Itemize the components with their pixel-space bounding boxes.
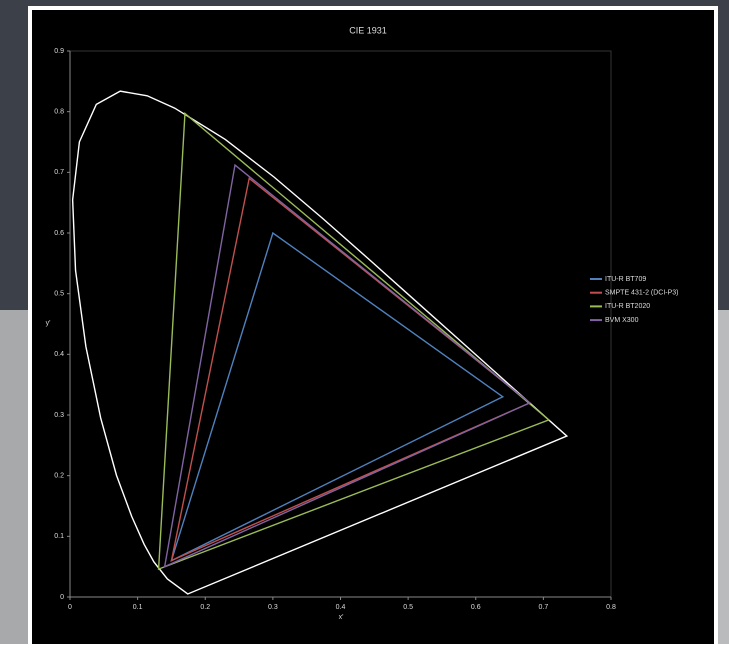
legend-label: ITU-R BT709 xyxy=(605,276,646,283)
y-tick-label: 0.8 xyxy=(54,109,64,116)
x-tick-label: 0.6 xyxy=(471,604,481,611)
x-tick-label: 0.8 xyxy=(606,604,616,611)
x-axis-label: x' xyxy=(339,614,344,621)
x-tick-label: 0.7 xyxy=(539,604,549,611)
x-tick-label: 0.4 xyxy=(336,604,346,611)
chart-title: CIE 1931 xyxy=(349,25,387,35)
y-tick-label: 0.3 xyxy=(54,412,64,419)
x-tick-label: 0.1 xyxy=(133,604,143,611)
x-tick-label: 0.2 xyxy=(200,604,210,611)
y-tick-label: 0.1 xyxy=(54,533,64,540)
legend-label: SMPTE 431-2 (DCI-P3) xyxy=(605,290,679,297)
x-tick-label: 0 xyxy=(68,604,72,611)
y-tick-label: 0.6 xyxy=(54,230,64,237)
photo-left xyxy=(0,310,30,644)
x-tick-label: 0.5 xyxy=(403,604,413,611)
y-tick-label: 0.7 xyxy=(54,169,64,176)
chart: CIE 1931 x' y' 0 0.1 0.2 0.3 0.4 0.5 0.6 0.7 0.8… xyxy=(0,0,729,644)
y-tick-label: 0.5 xyxy=(54,291,64,298)
legend-label: BVM X300 xyxy=(605,317,639,324)
y-tick-label: 0.9 xyxy=(54,48,64,55)
x-tick-label: 0.3 xyxy=(268,604,278,611)
y-tick-label: 0 xyxy=(60,594,64,601)
chart-frame xyxy=(30,8,716,644)
y-axis-label: y' xyxy=(46,320,51,327)
page: CIE 1931 x' y' 0 0.1 0.2 0.3 0.4 0.5 0.6 0.7 0.8… xyxy=(0,0,729,644)
y-tick-label: 0.4 xyxy=(54,351,64,358)
y-tick-label: 0.2 xyxy=(54,473,64,480)
legend-label: ITU-R BT2020 xyxy=(605,303,650,310)
